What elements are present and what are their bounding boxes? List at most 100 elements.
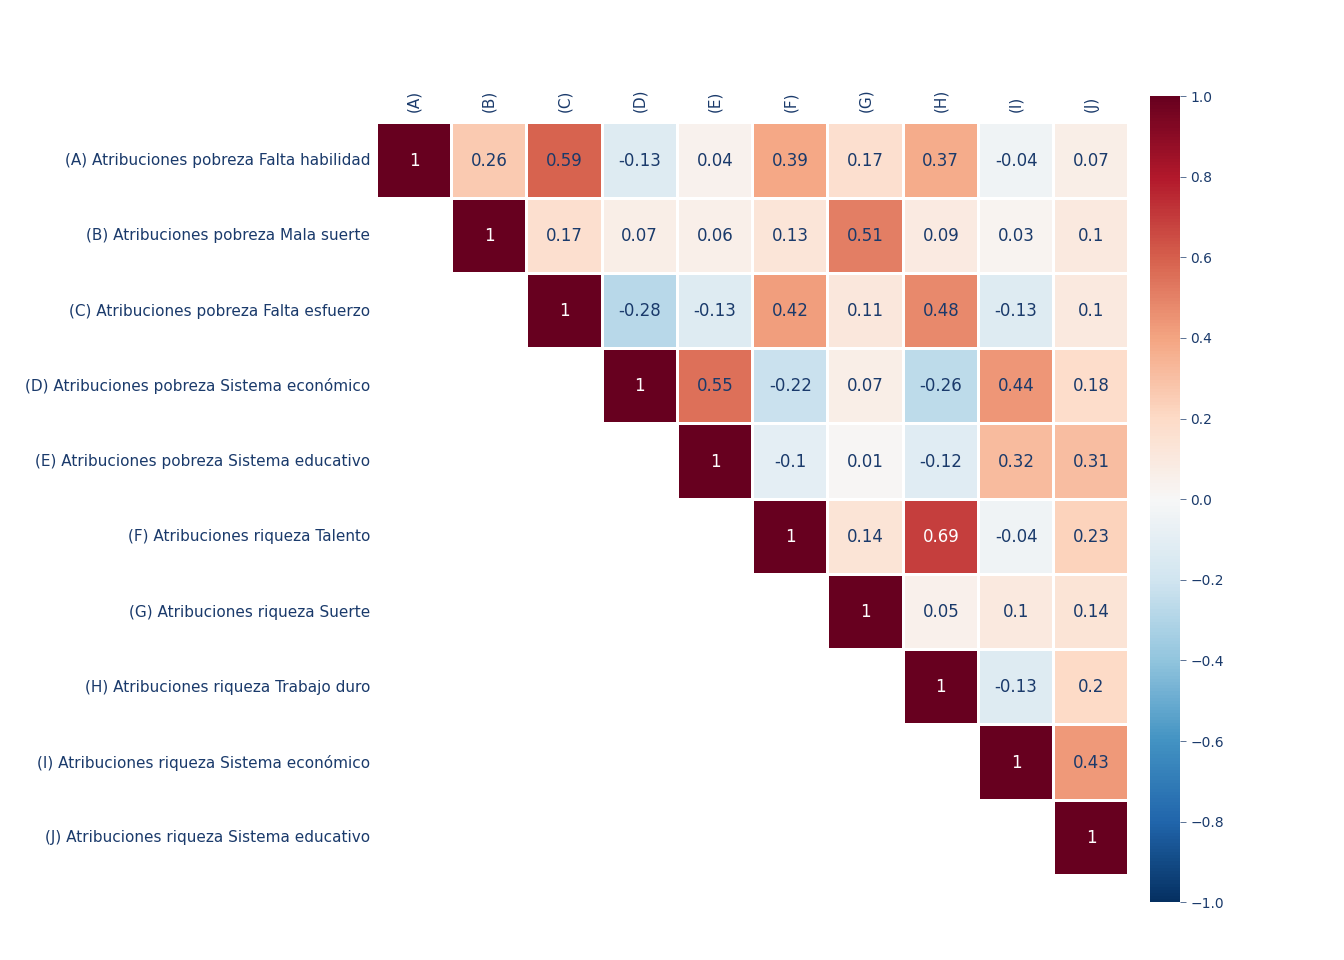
Text: -0.13: -0.13 bbox=[995, 302, 1038, 320]
Text: (G): (G) bbox=[857, 88, 874, 111]
Text: 0.51: 0.51 bbox=[847, 227, 884, 245]
Text: -0.13: -0.13 bbox=[995, 679, 1038, 696]
Bar bbox=[1055, 275, 1128, 348]
Text: 0.04: 0.04 bbox=[696, 152, 734, 170]
Bar bbox=[980, 425, 1052, 497]
Text: 0.43: 0.43 bbox=[1073, 754, 1110, 772]
Bar bbox=[679, 125, 751, 197]
Bar bbox=[980, 501, 1052, 573]
Text: (H): (H) bbox=[933, 88, 949, 111]
Text: 0.1: 0.1 bbox=[1078, 227, 1105, 245]
Text: 0.03: 0.03 bbox=[997, 227, 1035, 245]
Bar bbox=[603, 200, 676, 272]
Text: -0.12: -0.12 bbox=[919, 452, 962, 470]
Text: 1: 1 bbox=[1011, 754, 1021, 772]
Text: 1: 1 bbox=[634, 377, 645, 396]
Text: -0.28: -0.28 bbox=[618, 302, 661, 320]
Bar bbox=[905, 576, 977, 648]
Text: 0.14: 0.14 bbox=[847, 528, 884, 546]
Bar bbox=[603, 350, 676, 422]
Bar bbox=[905, 275, 977, 348]
Bar bbox=[980, 350, 1052, 422]
Text: 0.23: 0.23 bbox=[1073, 528, 1110, 546]
Text: (C): (C) bbox=[556, 89, 573, 111]
Text: (B) Atribuciones pobreza Mala suerte: (B) Atribuciones pobreza Mala suerte bbox=[86, 228, 371, 243]
Bar bbox=[528, 125, 601, 197]
Text: 0.55: 0.55 bbox=[696, 377, 734, 396]
Bar bbox=[1055, 200, 1128, 272]
Bar bbox=[1055, 727, 1128, 799]
Text: 1: 1 bbox=[710, 452, 720, 470]
Text: (I) Atribuciones riqueza Sistema económico: (I) Atribuciones riqueza Sistema económi… bbox=[38, 755, 371, 771]
Bar bbox=[829, 425, 902, 497]
Text: 0.06: 0.06 bbox=[696, 227, 734, 245]
Bar bbox=[829, 125, 902, 197]
Bar bbox=[603, 125, 676, 197]
Bar bbox=[980, 651, 1052, 724]
Text: (B): (B) bbox=[481, 89, 497, 111]
Text: 0.07: 0.07 bbox=[621, 227, 659, 245]
Bar bbox=[1055, 802, 1128, 874]
Text: (E): (E) bbox=[707, 90, 723, 111]
Text: 0.1: 0.1 bbox=[1078, 302, 1105, 320]
Bar bbox=[528, 200, 601, 272]
Text: 0.26: 0.26 bbox=[470, 152, 508, 170]
Bar bbox=[453, 125, 526, 197]
Bar bbox=[754, 425, 827, 497]
Text: -0.13: -0.13 bbox=[618, 152, 661, 170]
Text: (F) Atribuciones riqueza Talento: (F) Atribuciones riqueza Talento bbox=[128, 529, 371, 544]
Text: 0.48: 0.48 bbox=[922, 302, 960, 320]
Text: 0.11: 0.11 bbox=[847, 302, 884, 320]
Text: 0.07: 0.07 bbox=[847, 377, 884, 396]
Bar bbox=[1055, 501, 1128, 573]
Text: 0.2: 0.2 bbox=[1078, 679, 1105, 696]
Text: 1: 1 bbox=[559, 302, 570, 320]
Bar bbox=[754, 350, 827, 422]
Text: 0.42: 0.42 bbox=[771, 302, 809, 320]
Text: (A) Atribuciones pobreza Falta habilidad: (A) Atribuciones pobreza Falta habilidad bbox=[65, 153, 371, 168]
Bar bbox=[378, 125, 450, 197]
Text: 1: 1 bbox=[860, 603, 871, 621]
Text: 0.17: 0.17 bbox=[546, 227, 583, 245]
Bar bbox=[1055, 651, 1128, 724]
Text: 0.39: 0.39 bbox=[771, 152, 809, 170]
Bar bbox=[829, 350, 902, 422]
Text: 0.18: 0.18 bbox=[1073, 377, 1110, 396]
Bar bbox=[829, 200, 902, 272]
Text: -0.13: -0.13 bbox=[694, 302, 737, 320]
Text: 0.01: 0.01 bbox=[847, 452, 884, 470]
Text: 0.59: 0.59 bbox=[546, 152, 583, 170]
Text: -0.04: -0.04 bbox=[995, 152, 1038, 170]
Bar bbox=[754, 501, 827, 573]
Bar bbox=[980, 275, 1052, 348]
Text: 1: 1 bbox=[785, 528, 796, 546]
Text: (A): (A) bbox=[406, 89, 422, 111]
Text: (H) Atribuciones riqueza Trabajo duro: (H) Atribuciones riqueza Trabajo duro bbox=[85, 680, 371, 695]
Bar bbox=[528, 275, 601, 348]
Text: (D) Atribuciones pobreza Sistema económico: (D) Atribuciones pobreza Sistema económi… bbox=[26, 378, 371, 395]
Text: 0.37: 0.37 bbox=[922, 152, 960, 170]
Bar bbox=[1055, 350, 1128, 422]
Text: 0.05: 0.05 bbox=[922, 603, 960, 621]
Bar bbox=[754, 125, 827, 197]
Bar bbox=[453, 200, 526, 272]
Text: (J) Atribuciones riqueza Sistema educativo: (J) Atribuciones riqueza Sistema educati… bbox=[46, 830, 371, 846]
Text: 0.17: 0.17 bbox=[847, 152, 884, 170]
Text: 0.14: 0.14 bbox=[1073, 603, 1110, 621]
Text: -0.22: -0.22 bbox=[769, 377, 812, 396]
Text: 0.1: 0.1 bbox=[1003, 603, 1030, 621]
Bar bbox=[829, 576, 902, 648]
Text: -0.1: -0.1 bbox=[774, 452, 806, 470]
Bar bbox=[980, 576, 1052, 648]
Bar bbox=[905, 425, 977, 497]
Bar bbox=[1055, 576, 1128, 648]
Bar bbox=[905, 350, 977, 422]
Bar bbox=[1055, 425, 1128, 497]
Bar bbox=[754, 200, 827, 272]
Bar bbox=[905, 125, 977, 197]
Text: 0.69: 0.69 bbox=[922, 528, 960, 546]
Bar bbox=[679, 275, 751, 348]
Bar bbox=[679, 425, 751, 497]
Bar bbox=[679, 200, 751, 272]
Text: (F): (F) bbox=[782, 91, 798, 111]
